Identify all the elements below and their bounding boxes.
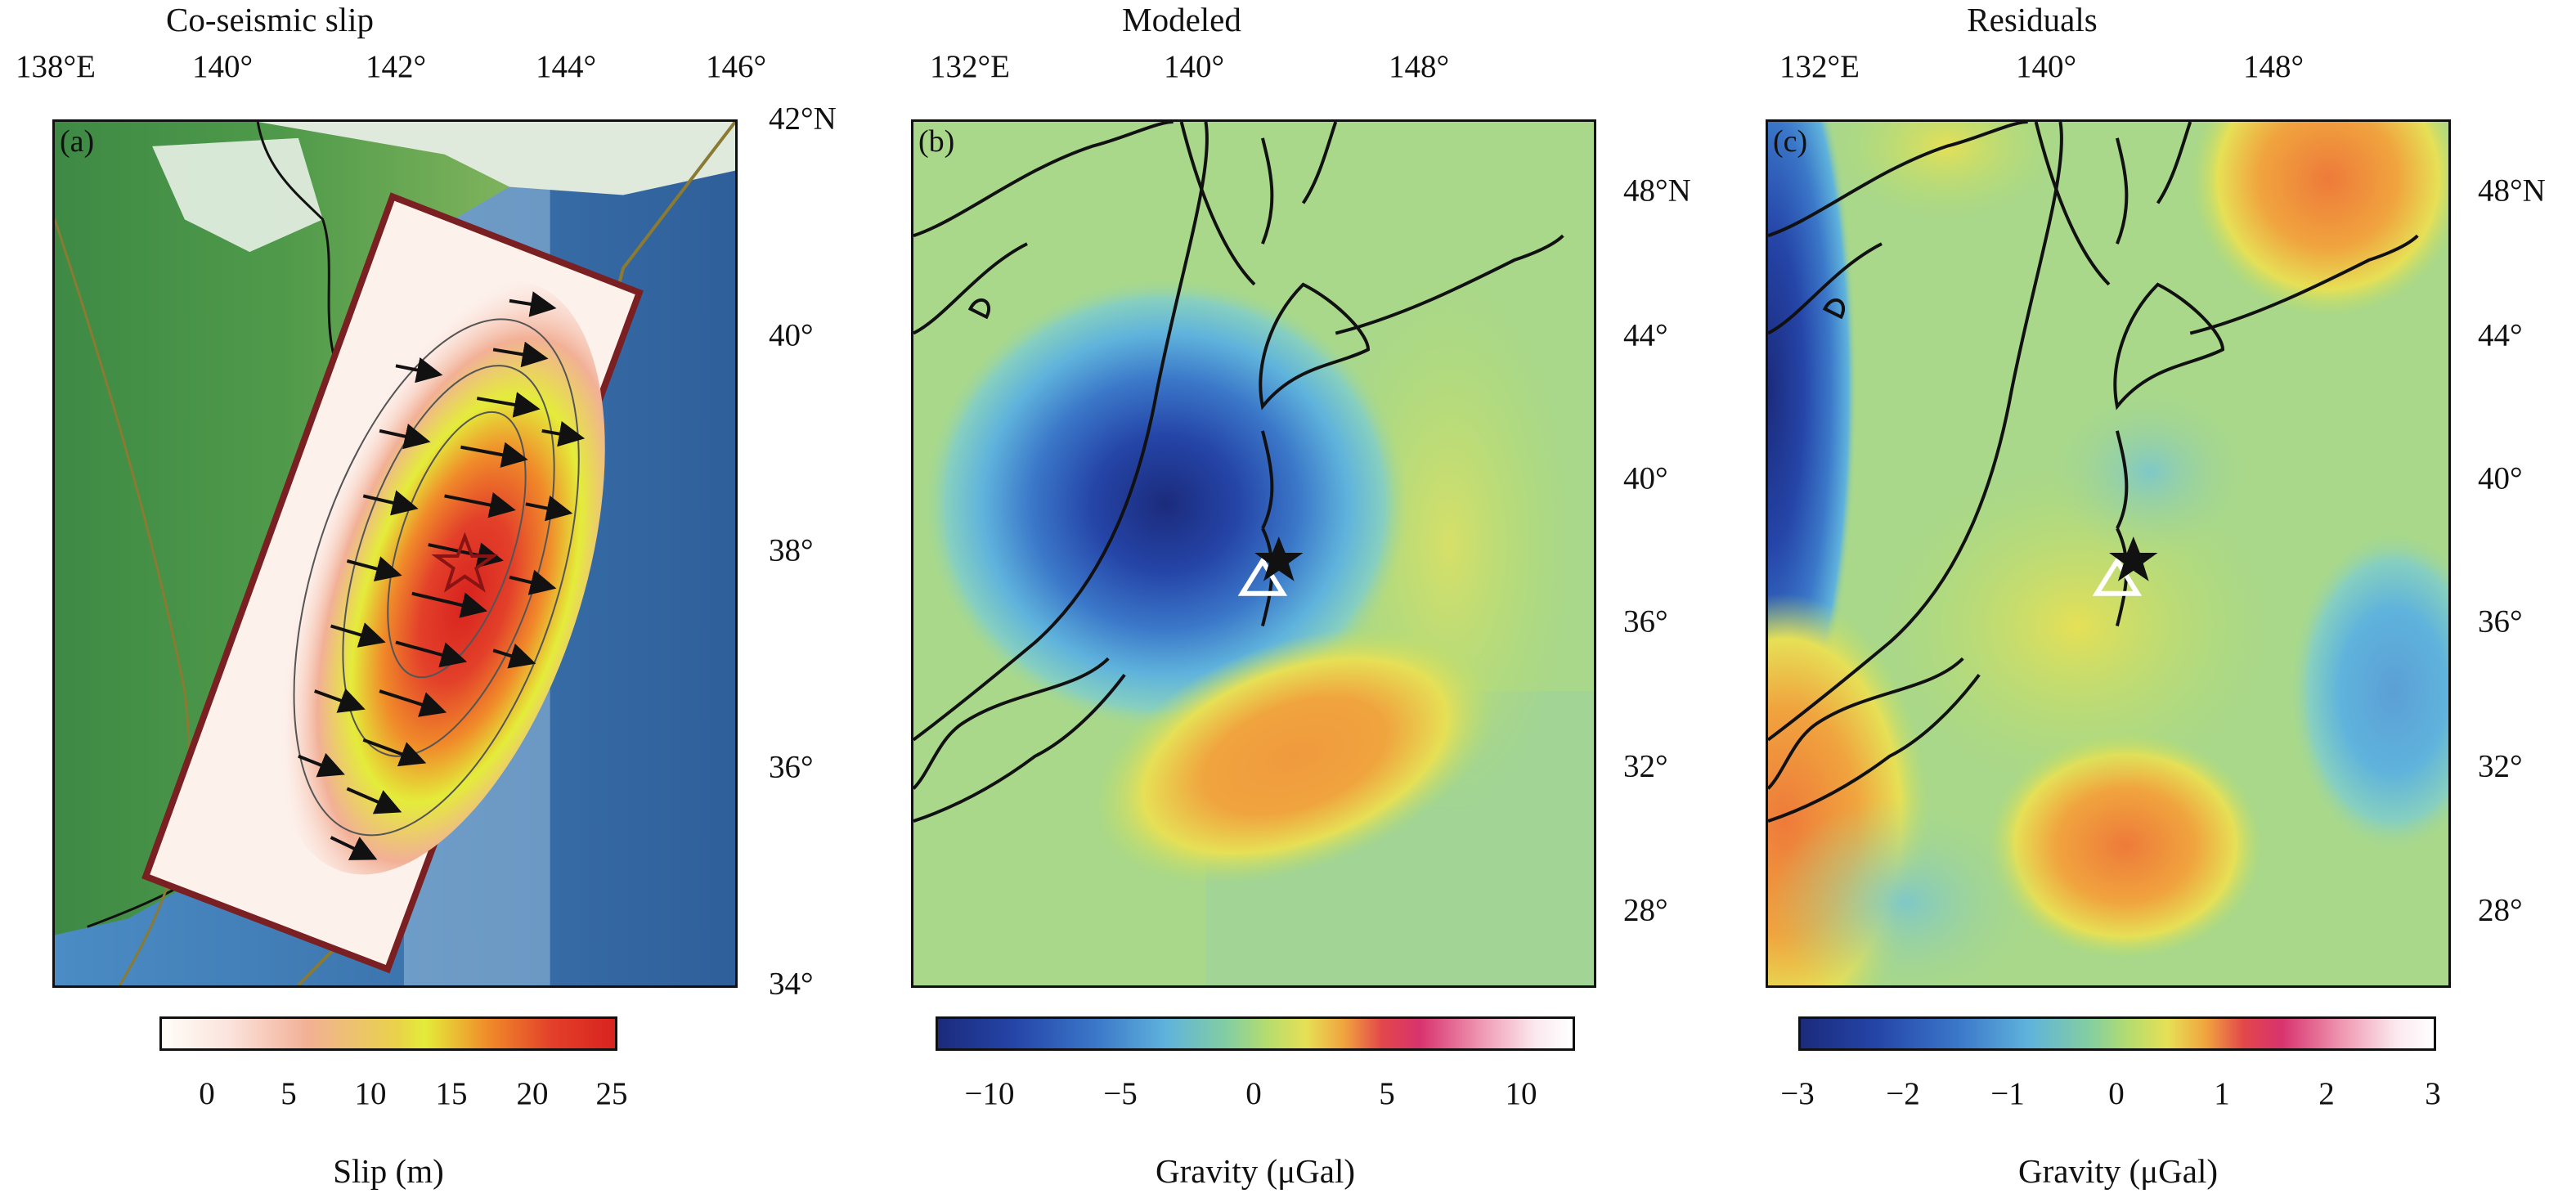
panel-c-xtick: 132°E [1779,49,1860,84]
panel-b-label: (b) [918,124,955,159]
panel-a-ytick: 40° [769,317,814,353]
panel-b-ytick: 48°N [1623,173,1691,209]
panel-c-map: (c) [1766,119,2451,988]
panel-c-colorbar [1798,1016,2436,1051]
panel-b-colorbar [936,1016,1575,1051]
panel-b-cbtick: −10 [964,1076,1015,1111]
panel-c-cbtick: −1 [1990,1076,2025,1111]
positive-anomaly [1093,626,1497,886]
panel-b-ytick: 32° [1623,748,1668,784]
panel-b-cbtick: −5 [1103,1076,1138,1111]
epicenter-star [431,532,499,593]
panel-c-plot [1768,122,2448,985]
coastlines [913,122,1564,823]
plate-boundary [55,218,191,985]
residual-low-southwest [1768,796,2044,985]
negative-anomaly [921,276,1409,732]
panel-c-xtick: 140° [2015,49,2077,84]
panel-c-cbtick: 2 [2318,1076,2335,1111]
panel-c-cbtick: 3 [2425,1076,2441,1111]
panel-a-xtick: 144° [535,49,597,84]
residual-high-northeast [2190,122,2448,317]
residual-low-east [2287,528,2448,854]
slip-contour [387,411,527,679]
panel-a-map: (a) [52,119,738,988]
panel-b-cbtick: 5 [1379,1076,1395,1111]
panel-a-colorbar-label: Slip (m) [333,1152,444,1190]
panel-a-cbtick: 10 [354,1076,387,1111]
panel-b-title: Modeled [1122,1,1241,38]
panel-c-cbtick: −2 [1886,1076,1920,1111]
panel-b-xtick: 132°E [930,49,1010,84]
panel-a-cbtick: 25 [595,1076,628,1111]
station-triangle [1237,556,1288,596]
panel-c-ytick: 36° [2478,603,2523,639]
coastlines [1768,122,2419,823]
panel-c-ytick: 48°N [2478,173,2546,209]
slip-contour [293,318,580,837]
panel-a-plot [55,122,735,985]
panel-c-ytick: 40° [2478,460,2523,496]
panel-c-ytick: 28° [2478,892,2523,928]
panel-a-ytick: 38° [769,532,814,568]
panel-c-title: Residuals [1967,1,2098,38]
panel-a-cbtick: 15 [435,1076,468,1111]
panel-a-colorbar [159,1016,617,1051]
residual-teal-center [2044,382,2255,561]
station-triangle [2092,556,2143,596]
panel-c-colorbar-label: Gravity (μGal) [2018,1152,2218,1190]
panel-c-ytick: 44° [2478,317,2523,353]
panel-c-cbtick: 0 [2108,1076,2125,1111]
panel-b-colorbar-label: Gravity (μGal) [1156,1152,1355,1190]
panel-c-cbtick: 1 [2214,1076,2230,1111]
panel-c-label: (c) [1773,124,1808,159]
panel-a-xtick: 146° [705,49,767,84]
panel-b-plot [913,122,1594,985]
panel-a-ytick: 34° [769,966,814,1002]
panel-a-cbtick: 0 [199,1076,215,1111]
panel-a-cbtick: 20 [516,1076,549,1111]
slip-patch [267,280,605,875]
panel-b-xtick: 140° [1163,49,1225,84]
panel-a-label: (a) [60,124,95,159]
panel-a-ytick: 36° [769,749,814,785]
panel-c-ytick: 32° [2478,748,2523,784]
hokkaido-land [258,122,735,195]
epicenter-star [1254,536,1304,581]
panel-a-cbtick: 5 [280,1076,297,1111]
slip-vectors [298,291,586,860]
panel-c-cbtick: −3 [1780,1076,1815,1111]
panel-b-ytick: 28° [1623,892,1668,928]
panel-a-ytick: 42°N [769,101,837,137]
panel-b-ytick: 44° [1623,317,1668,353]
residual-yellow-north [1833,122,2061,220]
panel-c-xtick: 148° [2242,49,2304,84]
panel-b-xtick: 148° [1388,49,1450,84]
epicenter-star [2108,536,2158,581]
panel-b-ytick: 40° [1623,460,1668,496]
panel-a-title: Co-seismic slip [166,1,374,38]
snow-relief [152,137,323,253]
panel-b-cbtick: 10 [1505,1076,1537,1111]
panel-b-cbtick: 0 [1245,1076,1262,1111]
panel-b-ytick: 36° [1623,603,1668,639]
panel-a-xtick: 138°E [16,49,96,84]
panel-a-xtick: 140° [191,49,254,84]
panel-b-map: (b) [911,119,1596,988]
panel-a-xtick: 142° [365,49,427,84]
residual-high-south [1987,731,2264,960]
